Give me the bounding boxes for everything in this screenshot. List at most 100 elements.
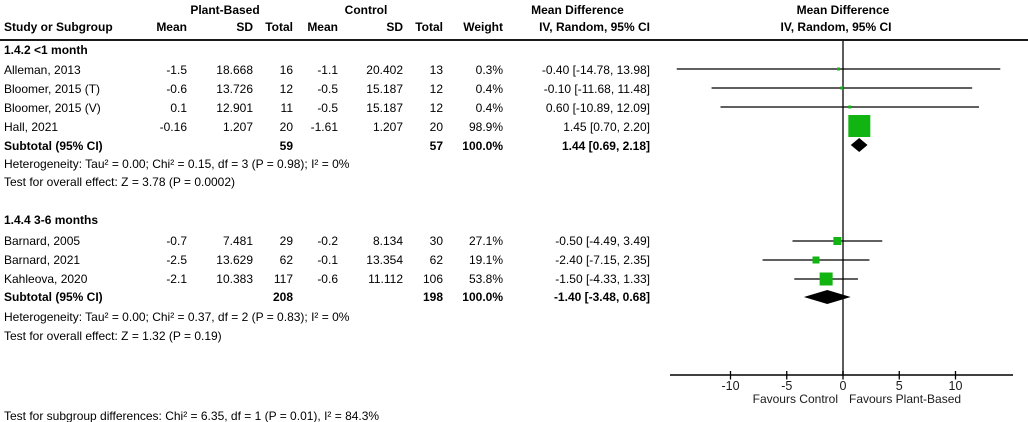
total-control: 62: [429, 253, 443, 267]
group1-header: Plant-Based: [190, 3, 260, 17]
effect-square: [848, 105, 852, 109]
md-ci-text: 0.60 [-10.89, 12.09]: [545, 101, 650, 115]
mean-plantbased: -1.5: [166, 63, 187, 77]
mean-plantbased: -2.5: [166, 253, 187, 267]
total-control: 13: [429, 63, 443, 77]
col-header-sd1: SD: [236, 20, 253, 34]
overall-effect-note: Test for overall effect: Z = 1.32 (P = 0…: [4, 329, 222, 343]
mean-control: -1.1: [317, 63, 338, 77]
pooled-diamond: [803, 290, 851, 304]
axis-tick-label: -10: [721, 379, 739, 393]
table-row: Barnard, 2005 -0.7 7.481 29 -0.2 8.134 3…: [0, 234, 1028, 249]
subtotal-row: Subtotal (95% CI) 208 198 100.0% -1.40 […: [0, 290, 1028, 305]
subtotal-md-ci-text: 1.44 [0.69, 2.18]: [561, 139, 650, 153]
subtotal-md-ci-text: -1.40 [-3.48, 0.68]: [553, 290, 650, 304]
col-header-total1: Total: [265, 20, 293, 34]
table-row: Barnard, 2021 -2.5 13.629 62 -0.1 13.354…: [0, 253, 1028, 268]
subtotal-total-plantbased: 59: [279, 139, 293, 153]
sd-plantbased: 10.383: [216, 272, 253, 286]
study-name: Barnard, 2021: [4, 253, 81, 267]
col-header-total2: Total: [415, 20, 443, 34]
subtotal-weight: 100.0%: [462, 290, 503, 304]
total-plantbased: 117: [273, 272, 293, 286]
weight: 0.3%: [475, 63, 503, 77]
weight: 98.9%: [468, 120, 503, 134]
subtotal-total-plantbased: 208: [272, 290, 293, 304]
sd-plantbased: 13.726: [216, 82, 253, 96]
overall-effect-note: Test for overall effect: Z = 3.78 (P = 0…: [4, 175, 236, 189]
effect-square: [840, 86, 844, 90]
mean-control: -0.5: [317, 101, 338, 115]
total-plantbased: 62: [279, 253, 293, 267]
subtotal-total-control: 57: [429, 139, 443, 153]
mean-plantbased: -0.7: [166, 234, 187, 248]
sd-control: 15.187: [366, 82, 403, 96]
total-control: 106: [422, 272, 443, 286]
col-header-weight: Weight: [463, 20, 503, 34]
total-plantbased: 16: [279, 63, 293, 77]
mean-control: -0.5: [317, 82, 338, 96]
sd-control: 20.402: [366, 63, 403, 77]
study-name: Hall, 2021: [4, 120, 59, 134]
weight: 0.4%: [475, 101, 503, 115]
study-name: Bloomer, 2015 (V): [4, 101, 101, 115]
col-header-study: Study or Subgroup: [4, 20, 113, 34]
mean-plantbased: -2.1: [166, 272, 187, 286]
weight: 0.4%: [475, 82, 503, 96]
axis-tick-label: 0: [840, 379, 847, 393]
mean-control: -0.1: [317, 253, 338, 267]
total-control: 12: [429, 82, 443, 96]
weight: 19.1%: [468, 253, 503, 267]
total-plantbased: 29: [279, 234, 293, 248]
md-ci-text: -0.40 [-14.78, 13.98]: [541, 63, 650, 77]
favours-left-label: Favours Control: [752, 392, 838, 406]
study-name: Bloomer, 2015 (T): [4, 82, 101, 96]
sd-plantbased: 18.668: [216, 63, 253, 77]
sd-plantbased: 13.629: [216, 253, 253, 267]
pooled-diamond: [850, 138, 868, 152]
table-row: Kahleova, 2020 -2.1 10.383 117 -0.6 11.1…: [0, 272, 1028, 287]
axis-tick-label: 5: [896, 379, 903, 393]
table-header-columns: Study or Subgroup Mean SD Total Mean SD …: [0, 20, 1028, 35]
effect-square: [833, 237, 842, 245]
weight: 27.1%: [468, 234, 503, 248]
mean-control: -1.61: [310, 120, 338, 134]
effect-square: [819, 272, 833, 286]
total-control: 30: [429, 234, 443, 248]
plot-subtitle: IV, Random, 95% CI: [780, 20, 892, 34]
group2-header: Control: [344, 3, 388, 17]
table-row: Alleman, 2013 -1.5 18.668 16 -1.1 20.402…: [0, 63, 1028, 78]
col-header-sd2: SD: [386, 20, 403, 34]
mean-plantbased: -0.6: [166, 82, 187, 96]
total-control: 20: [429, 120, 443, 134]
effect-square: [812, 256, 820, 264]
md-ci-text: -1.50 [-4.33, 1.33]: [555, 272, 650, 286]
sd-control: 1.207: [372, 120, 403, 134]
table-row: Bloomer, 2015 (T) -0.6 13.726 12 -0.5 15…: [0, 82, 1028, 97]
total-plantbased: 11: [280, 101, 293, 115]
study-name: Alleman, 2013: [4, 63, 81, 77]
table-row: Hall, 2021 -0.16 1.207 20 -1.61 1.207 20…: [0, 120, 1028, 135]
md-ci-text: 1.45 [0.70, 2.20]: [563, 120, 650, 134]
subgroup-title: 1.4.2 <1 month: [4, 43, 88, 57]
total-plantbased: 20: [279, 120, 293, 134]
subtotal-weight: 100.0%: [462, 139, 503, 153]
header-divider: [0, 39, 1028, 41]
effect-square: [848, 115, 871, 137]
axis-tick-label: -5: [781, 379, 792, 393]
total-control: 12: [429, 101, 443, 115]
sd-control: 11.112: [368, 272, 403, 286]
plot-title: Mean Difference: [796, 3, 890, 17]
sd-plantbased: 1.207: [222, 120, 253, 134]
mean-control: -0.6: [317, 272, 338, 286]
sd-plantbased: 12.901: [216, 101, 253, 115]
sd-control: 8.134: [372, 234, 403, 248]
mean-plantbased: 0.1: [170, 101, 187, 115]
study-name: Barnard, 2005: [4, 234, 81, 248]
subtotal-total-control: 198: [422, 290, 443, 304]
subgroup-diff-note: Test for subgroup differences: Chi² = 6.…: [4, 409, 380, 422]
md-ci-text: -0.50 [-4.49, 3.49]: [555, 234, 650, 248]
study-name: Kahleova, 2020: [4, 272, 88, 286]
subtotal-label: Subtotal (95% CI): [4, 139, 103, 153]
